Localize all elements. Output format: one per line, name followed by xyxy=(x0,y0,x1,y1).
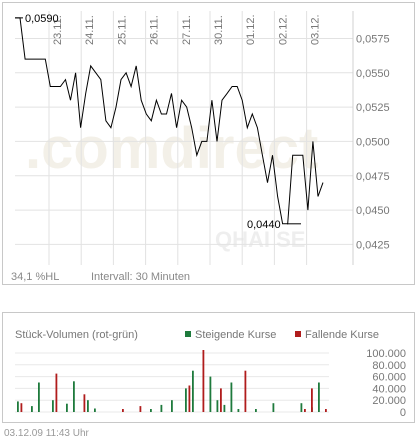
volume-bar xyxy=(171,400,173,412)
volume-bar xyxy=(223,404,226,412)
legend-swatch xyxy=(185,331,191,337)
volume-y-tick: 60.000 xyxy=(372,372,406,384)
timestamp: 03.12.09 11:43 Uhr xyxy=(4,428,89,439)
volume-bar xyxy=(160,404,163,412)
price-y-tick: 0,0475 xyxy=(356,171,390,183)
volume-bar xyxy=(209,376,212,412)
price-y-tick: 0,0575 xyxy=(356,33,390,45)
price-x-tick: 03.12. xyxy=(310,14,322,45)
volume-bar xyxy=(66,403,68,412)
volume-bar xyxy=(237,409,240,412)
price-x-tick: 23.11. xyxy=(52,15,64,45)
legend-label: Fallende Kurse xyxy=(305,329,379,341)
volume-y-tick: 0 xyxy=(400,407,406,419)
volume-bar xyxy=(192,370,194,412)
price-x-tick: 24.11. xyxy=(84,15,96,45)
price-y-tick: 0,0425 xyxy=(356,239,390,251)
volume-bar xyxy=(325,409,327,412)
price-chart-panel: .comdirect QHAI SE 23.11. 24.11. 25.11. 26.… xyxy=(2,2,415,285)
volume-bar xyxy=(150,409,152,412)
volume-bar xyxy=(17,401,19,412)
volume-bar xyxy=(272,403,275,412)
interval-label: Intervall: 30 Minuten xyxy=(91,271,190,283)
volume-bar xyxy=(55,373,58,412)
volume-y-tick: 20.000 xyxy=(372,395,406,407)
volume-bar xyxy=(230,382,233,412)
volume-chart-panel: Stück-Volumen (rot-grün) Steigende Kurse… xyxy=(2,312,415,423)
price-x-tick: 02.12. xyxy=(277,14,289,45)
volume-bar xyxy=(220,388,222,412)
price-series-line xyxy=(15,17,324,225)
low-annotation: 0,0440 xyxy=(247,219,281,231)
volume-bar xyxy=(122,409,124,412)
volume-bar xyxy=(38,382,40,412)
volume-y-tick: 40.000 xyxy=(372,383,406,395)
legend-label: Steigende Kurse xyxy=(195,329,276,341)
volume-bar xyxy=(244,370,247,412)
volume-bar xyxy=(188,385,191,412)
volume-bar xyxy=(304,409,306,412)
volume-bar xyxy=(20,403,23,412)
volume-y-tick: 100.000 xyxy=(366,348,406,360)
price-y-tick: 0,0450 xyxy=(356,205,390,217)
volume-chart: Stück-Volumen (rot-grün) Steigende Kurse… xyxy=(15,329,406,419)
volume-bar xyxy=(300,403,303,412)
price-chart: .comdirect QHAI SE 23.11. 24.11. 25.11. 26.… xyxy=(11,11,390,283)
volume-bar xyxy=(94,408,96,412)
watermark-source: QHAI SE xyxy=(215,227,305,252)
volume-bar xyxy=(87,400,89,412)
volume-bar xyxy=(185,388,187,412)
price-x-tick: 30.11. xyxy=(213,15,225,45)
price-y-tick: 0,0525 xyxy=(356,102,390,114)
volume-bar xyxy=(311,388,313,412)
volume-bar xyxy=(31,406,33,412)
volume-bar xyxy=(73,381,75,412)
price-x-tick: 01.12. xyxy=(245,14,257,45)
price-x-tick: 26.11. xyxy=(149,15,161,45)
change-label: 34,1 %HL xyxy=(11,271,59,283)
volume-bar xyxy=(83,394,86,412)
volume-bar xyxy=(255,409,257,412)
volume-bar xyxy=(318,382,320,412)
legend-swatch xyxy=(295,331,301,337)
volume-bar xyxy=(216,400,219,412)
price-y-tick: 0,0550 xyxy=(356,68,390,80)
volume-bar xyxy=(52,400,54,412)
price-x-tick: 25.11. xyxy=(116,15,128,45)
price-y-tick: 0,0500 xyxy=(356,136,390,148)
high-annotation: 0,0590 xyxy=(25,13,59,25)
volume-bar xyxy=(202,350,205,412)
volume-bar xyxy=(139,406,142,412)
volume-title: Stück-Volumen (rot-grün) xyxy=(15,329,138,341)
price-x-tick: 27.11. xyxy=(181,15,193,45)
volume-y-tick: 80.000 xyxy=(372,360,406,372)
